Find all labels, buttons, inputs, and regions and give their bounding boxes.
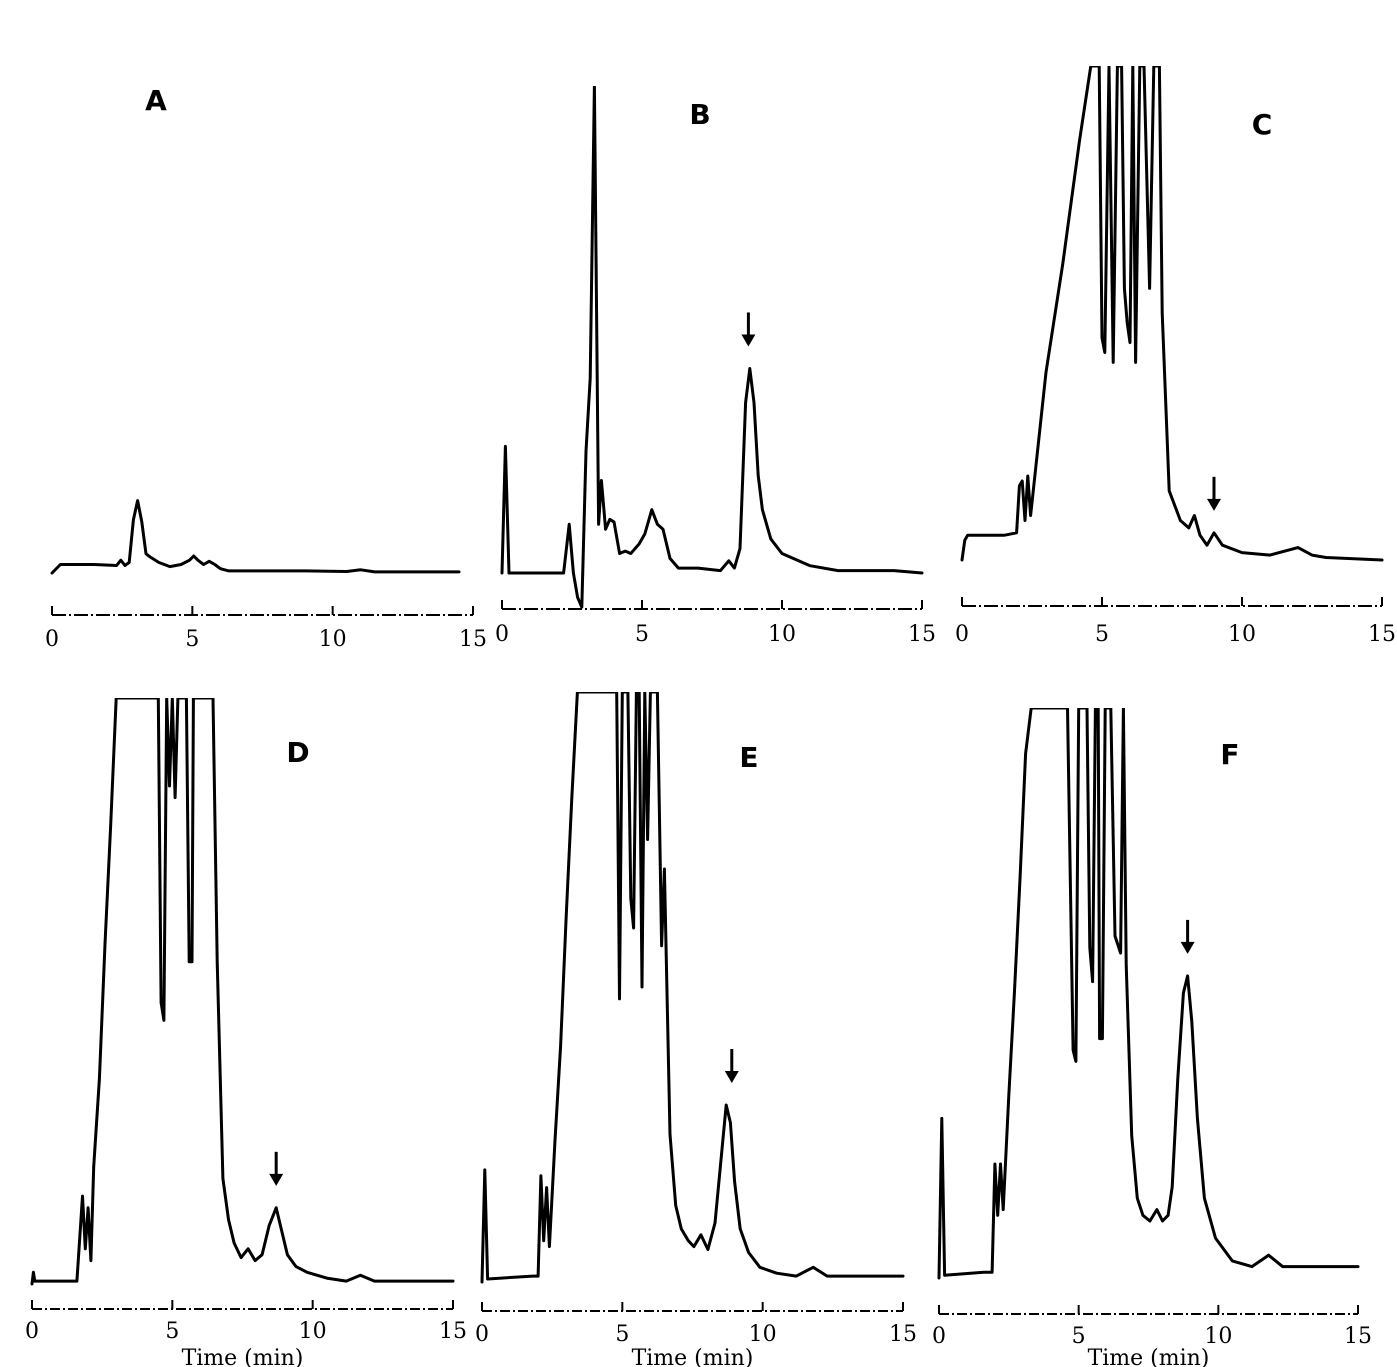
x-tick-label: 0 <box>25 1319 39 1344</box>
peak-arrow-head <box>741 334 756 347</box>
peak-arrow <box>741 312 756 347</box>
x-tick-label: 5 <box>165 1319 179 1344</box>
x-tick-label: 0 <box>495 622 509 647</box>
chromatogram-panel-d: D 0 5 10 15 Time (min) <box>25 698 467 1367</box>
panel-label: C <box>1252 108 1273 141</box>
x-tick-label: 15 <box>439 1319 467 1344</box>
x-axis-title: Time (min) <box>1088 1346 1210 1367</box>
x-tick-label: 0 <box>45 627 59 652</box>
panel-label: B <box>689 98 710 131</box>
chromatogram-panel-f: F 0 5 10 15 Time (min) <box>932 708 1372 1367</box>
x-tick-label: 5 <box>1095 622 1109 647</box>
x-tick-label: 15 <box>1368 622 1396 647</box>
x-tick-label: 0 <box>955 622 969 647</box>
chromatogram-panel-a: A 0 5 10 15 <box>45 84 487 652</box>
x-tick-label: 15 <box>908 622 936 647</box>
peak-arrow-head <box>1180 941 1195 954</box>
x-tick-label: 10 <box>768 622 796 647</box>
panel-label: A <box>145 84 167 117</box>
chromatogram-trace <box>500 86 924 609</box>
x-tick-label: 0 <box>475 1322 489 1347</box>
x-tick-label: 10 <box>299 1319 327 1344</box>
x-axis-title: Time (min) <box>632 1346 754 1367</box>
peak-arrow <box>269 1151 284 1186</box>
peak-arrow-head <box>1207 498 1221 511</box>
x-tick-label: 10 <box>749 1322 777 1347</box>
x-tick-label: 10 <box>1204 1324 1232 1349</box>
chromatogram-panel-c: C 0 5 10 15 <box>955 66 1396 647</box>
peak-arrow-head <box>269 1173 284 1186</box>
chromatogram-trace <box>50 499 461 575</box>
x-tick-label: 5 <box>1072 1324 1086 1349</box>
x-tick-label: 10 <box>1228 622 1256 647</box>
x-tick-label: 15 <box>1344 1324 1372 1349</box>
panel-label: E <box>739 741 758 774</box>
chromatogram-trace <box>960 66 1384 562</box>
chromatogram-trace <box>30 698 455 1286</box>
x-axis-title: Time (min) <box>182 1346 304 1367</box>
panel-label: D <box>286 736 309 769</box>
peak-arrow <box>724 1049 739 1083</box>
peak-arrow <box>1180 919 1195 954</box>
x-tick-label: 15 <box>889 1322 917 1347</box>
x-tick-label: 5 <box>615 1322 629 1347</box>
panel-label: F <box>1220 738 1239 771</box>
x-tick-label: 15 <box>459 627 487 652</box>
x-tick-label: 5 <box>185 627 199 652</box>
peak-arrow-head <box>724 1071 739 1083</box>
chromatogram-panel-b: B 0 5 10 15 <box>495 86 936 647</box>
chromatogram-panel-e: E 0 5 10 15 Time (min) <box>475 692 917 1367</box>
x-tick-label: 0 <box>932 1324 946 1349</box>
chromatogram-trace <box>937 708 1360 1280</box>
x-tick-label: 10 <box>319 627 347 652</box>
chromatogram-trace <box>480 692 905 1284</box>
peak-arrow <box>1207 476 1221 511</box>
x-tick-label: 5 <box>635 622 649 647</box>
